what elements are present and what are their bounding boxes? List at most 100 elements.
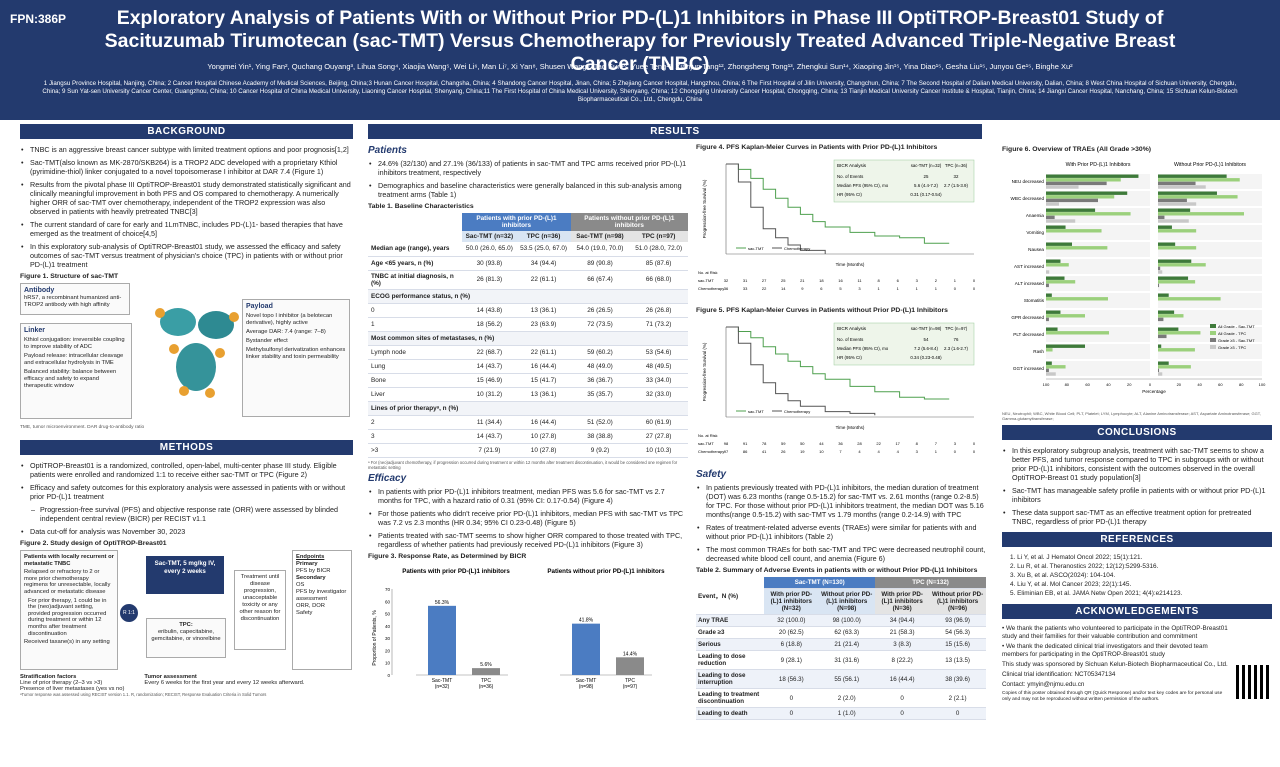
table-cell: 0: [764, 688, 819, 708]
payload-item: Bystander effect: [246, 338, 288, 344]
safety-bullets: In patients previously treated with PD-(…: [696, 483, 986, 563]
poster-header: FPN:386P Exploratory Analysis of Patient…: [0, 0, 1280, 120]
trae-bar: [1158, 208, 1191, 212]
trae-bar: [1158, 314, 1184, 318]
x-tick-label: 80: [1239, 382, 1244, 387]
row-label: 1: [368, 317, 463, 332]
table-cell: 21 (58.3): [875, 626, 930, 639]
bicr-row-label: No. of Events: [837, 174, 864, 179]
x-axis-label: Percentage: [1142, 389, 1166, 394]
panel-title: Without Prior PD-(L)1 Inhibitors: [1174, 162, 1246, 168]
patients-bullets: 24.6% (32/130) and 27.1% (36/133) of pat…: [368, 159, 688, 199]
risk-value: 0: [973, 449, 976, 454]
list-item: Sac-TMT has manageable safety profile in…: [1002, 486, 1272, 504]
risk-value: 7: [935, 441, 938, 446]
trae-bar: [1158, 344, 1162, 348]
table1-title: Table 1. Baseline Characteristics: [368, 203, 474, 210]
table-cell: 0: [875, 688, 930, 708]
reference-item: 2. Lu R, et al. Theranostics 2022; 12(12…: [1010, 563, 1159, 570]
table-row: Leading to dose reduction 9 (28.1) 31 (31.…: [696, 650, 986, 670]
bicr-cell: 32: [954, 174, 959, 179]
legend-swatch: [1210, 345, 1216, 349]
risk-row-label: sac-TMT: [698, 278, 714, 283]
trae-bar: [1158, 361, 1169, 365]
tumor-item: Every 6 weeks for the first year and eve…: [144, 680, 305, 686]
row-background: [1158, 310, 1262, 325]
list-item: In this exploratory sub-analysis of Opti…: [20, 242, 353, 269]
y-tick-label: 10: [385, 660, 391, 665]
antibody-arm-icon: [160, 308, 196, 336]
trae-bar: [1046, 202, 1059, 206]
risk-value: 32: [724, 278, 729, 283]
antibody-box: Antibody hRS7, a recombinant humanized a…: [20, 283, 130, 315]
row-label: Lines of prior therapyᵃ, n (%): [368, 401, 688, 416]
secondary-item: ORR, DOR: [296, 603, 325, 609]
ack-line: • We thank the patients who volunteered …: [1002, 625, 1228, 640]
risk-value: 97: [724, 449, 729, 454]
risk-value: 44: [819, 441, 824, 446]
author-list: Yongmei Yin¹, Ying Fan², Quchang Ouyang³…: [207, 62, 1073, 71]
trae-bar: [1046, 215, 1055, 220]
table-cell: 13 (13.5): [929, 650, 986, 670]
x-axis-label: Time (Months): [836, 262, 865, 267]
risk-value: 1: [935, 449, 938, 454]
list-item: Progression-free survival (PFS) and obje…: [20, 505, 353, 523]
trae-bar: [1046, 225, 1066, 229]
trae-bar: [1158, 181, 1196, 186]
list-item: Patients treated with sac-TMT seems to s…: [368, 531, 688, 549]
table-cell: 51.0 (28.0, 72.0): [629, 242, 688, 257]
risk-value: 9: [801, 286, 804, 291]
risk-value: 1: [877, 286, 880, 291]
table-cell: 22 (61.1): [516, 345, 571, 360]
trae-bar: [1158, 270, 1163, 274]
trae-bar: [1158, 229, 1197, 233]
legend-label: Grade ≥3 - Sac-TMT: [1218, 338, 1255, 343]
bicr-cell: 0.31 (0.17-0.54): [910, 192, 942, 197]
qr-code-icon[interactable]: [1236, 665, 1270, 699]
bar: [428, 605, 456, 675]
trae-bar: [1158, 178, 1240, 182]
risk-value: 1: [954, 278, 957, 283]
trae-bar: [1046, 348, 1053, 352]
row-label: Lymph node: [368, 345, 463, 360]
table-cell: 72 (73.5): [570, 317, 630, 332]
trae-bar: [1046, 219, 1076, 223]
table-cell: 9 (28.1): [764, 650, 819, 670]
table1-group-header: Patients without prior PD-(L)1 inhibitor…: [570, 213, 688, 231]
table-row: >3 7 (21.9) 10 (27.8) 9 (9.2) 10 (10.3): [368, 443, 688, 458]
table-cell: 16 (44.4): [516, 359, 571, 374]
x-tick-label: 100: [1259, 382, 1266, 387]
risk-value: 0: [973, 286, 976, 291]
trae-bar: [1158, 202, 1197, 206]
table-cell: 10 (27.8): [516, 443, 571, 458]
risk-value: 0: [973, 441, 976, 446]
table-cell: 2 (2.1): [929, 688, 986, 708]
risk-value: 10: [819, 449, 824, 454]
bicr-title: BICR Analysis: [837, 163, 867, 168]
table2-col-header: With prior PD-(L)1 inhibitors (N=32): [764, 588, 819, 615]
y-tick-label: 40: [385, 623, 391, 628]
tpc-arm: TPC: eribulin, capecitabine, gemcitabine…: [146, 618, 226, 658]
bicr-col-header: sac-TMT (n=32): [911, 163, 942, 168]
row-label: Leading to death: [696, 707, 765, 720]
table-cell: 33 (34.0): [629, 373, 688, 388]
row-background: [1046, 310, 1150, 325]
table-row: Leading to dose interruption 18 (56.3) 55 …: [696, 669, 986, 689]
trae-bar: [1046, 310, 1061, 314]
payload-label: Payload: [246, 303, 273, 310]
trae-bar: [1158, 334, 1167, 339]
trae-bar: [1158, 276, 1189, 280]
poster-number: FPN:386P: [10, 12, 67, 26]
table-cell: 10 (27.8): [516, 429, 571, 444]
table-cell: 23 (63.9): [516, 317, 571, 332]
trae-bar: [1158, 225, 1172, 229]
bar: [472, 667, 500, 675]
y-axis-label: Progression-free Survival (%): [702, 342, 707, 401]
bar-value-label: 5.6%: [480, 662, 492, 668]
safety-heading: Safety: [696, 469, 727, 480]
table-cell: 54.0 (19.0, 70.0): [570, 242, 630, 257]
payload-item: Average DAR: 7.4 (range: 7–8): [246, 329, 326, 335]
table1-col-header: Sac-TMT (n=32): [462, 231, 517, 242]
list-item: Demographics and baseline characteristic…: [368, 181, 688, 199]
table-row: Any TRAE 32 (100.0) 98 (100.0) 34 (94.4) 93 …: [696, 614, 986, 627]
